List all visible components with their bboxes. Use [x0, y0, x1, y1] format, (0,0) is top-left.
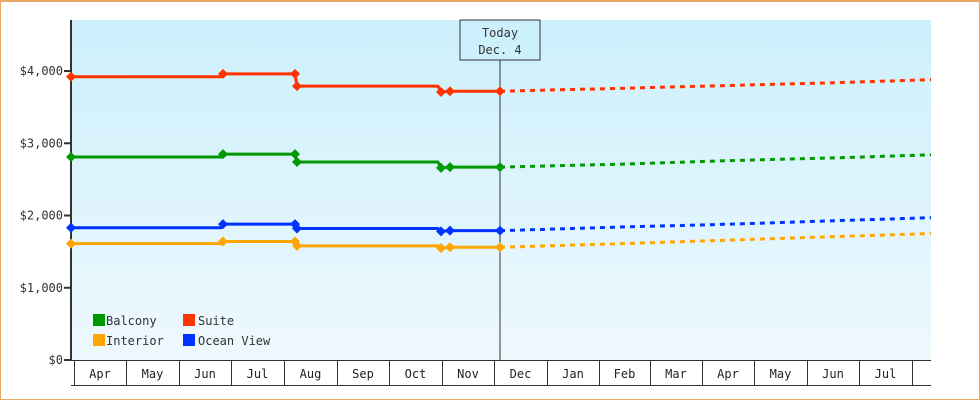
today-label-line1: Today: [482, 26, 518, 40]
data-point-marker[interactable]: [436, 162, 446, 173]
y-tick-label: $1,000: [20, 281, 63, 295]
today-label-box: [459, 19, 541, 61]
data-point-marker[interactable]: [66, 71, 76, 82]
y-tick-label: $2,000: [20, 209, 63, 223]
x-tick-label: Jun: [194, 367, 216, 381]
legend-item-balcony[interactable]: Balcony: [93, 314, 157, 328]
x-tick-label: Nov: [457, 367, 479, 381]
projected-line-interior: [499, 232, 932, 249]
data-point-marker[interactable]: [292, 223, 302, 234]
legend: Balcony Suite Interior Ocean View: [93, 314, 271, 348]
x-tick-label: Mar: [665, 367, 687, 381]
projected-line-balcony: [499, 153, 932, 169]
data-point-marker[interactable]: [436, 226, 446, 237]
legend-label-suite: Suite: [198, 314, 234, 328]
legend-swatch-suite: [183, 314, 195, 326]
today-label-line2: Dec. 4: [478, 43, 521, 57]
x-tick-label: Sep: [352, 367, 374, 381]
data-point-marker[interactable]: [292, 240, 302, 251]
x-tick-label: Oct: [405, 367, 427, 381]
data-point-marker[interactable]: [290, 68, 300, 79]
data-point-marker[interactable]: [290, 149, 300, 160]
legend-swatch-balcony: [93, 314, 105, 326]
legend-item-interior[interactable]: Interior: [93, 334, 164, 348]
x-tick-label: Apr: [717, 367, 739, 381]
x-tick-label: Apr: [89, 367, 111, 381]
legend-item-suite[interactable]: Suite: [183, 314, 234, 328]
series-interior: [66, 232, 932, 254]
projected-line-ocean-view: [499, 216, 932, 233]
x-tick-label: Jun: [822, 367, 844, 381]
data-point-marker[interactable]: [445, 225, 455, 236]
x-tick-label: Jul: [875, 367, 897, 381]
x-tick-label: Jul: [247, 367, 269, 381]
y-tick-label: $0: [49, 353, 63, 367]
x-axis: Apr May Jun Jul Aug Sep Oct Nov Dec Jan Feb Mar Apr M…: [71, 360, 931, 386]
data-point-marker[interactable]: [436, 243, 446, 254]
data-point-marker[interactable]: [66, 222, 76, 233]
data-point-marker[interactable]: [436, 86, 446, 97]
projected-line-suite: [499, 78, 932, 93]
data-point-marker[interactable]: [445, 162, 455, 173]
data-point-marker[interactable]: [66, 151, 76, 162]
y-tick-label: $3,000: [20, 136, 63, 150]
legend-label-balcony: Balcony: [106, 314, 157, 328]
data-point-marker[interactable]: [218, 219, 228, 230]
data-point-marker[interactable]: [218, 236, 228, 247]
series-suite: [66, 68, 932, 97]
data-point-marker[interactable]: [445, 242, 455, 253]
legend-swatch-ocean-view: [183, 334, 195, 346]
series-group: [66, 68, 932, 254]
data-point-marker[interactable]: [292, 81, 302, 92]
data-point-marker[interactable]: [292, 157, 302, 168]
legend-swatch-interior: [93, 334, 105, 346]
x-tick-label: Jan: [562, 367, 584, 381]
x-tick-label: Dec: [510, 367, 532, 381]
x-tick-label: May: [770, 367, 792, 381]
data-point-marker[interactable]: [218, 149, 228, 160]
x-tick-label: May: [142, 367, 164, 381]
data-point-marker[interactable]: [445, 86, 455, 97]
series-ocean-view: [66, 216, 932, 237]
y-axis-ticks: $0 $1,000 $2,000 $3,000 $4,000: [20, 64, 71, 367]
legend-item-ocean-view[interactable]: Ocean View: [183, 334, 271, 348]
series-balcony: [66, 149, 932, 173]
today-marker: Today Dec. 4: [459, 19, 541, 360]
legend-label-interior: Interior: [106, 334, 164, 348]
legend-label-ocean-view: Ocean View: [198, 334, 271, 348]
data-point-marker[interactable]: [66, 238, 76, 249]
y-tick-label: $4,000: [20, 64, 63, 78]
plot-area: [72, 20, 931, 360]
x-tick-label: Aug: [300, 367, 322, 381]
data-point-marker[interactable]: [218, 68, 228, 79]
x-tick-label: Feb: [614, 367, 636, 381]
frame-top-border: [0, 0, 980, 2]
